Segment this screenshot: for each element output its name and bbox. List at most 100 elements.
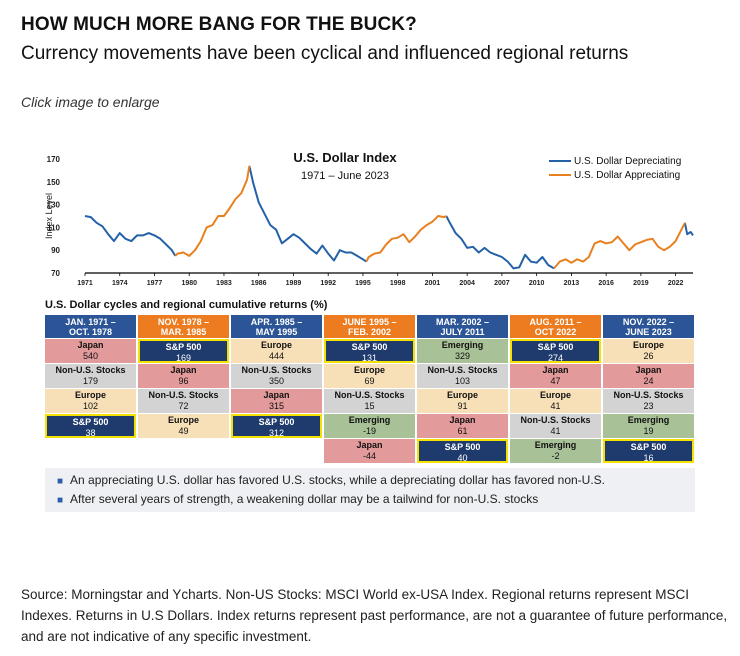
y-tick-label: 70 xyxy=(51,269,60,278)
cycle-column: MAR. 2002 – JULY 2011 Emerging 329 Non-U.S. … xyxy=(417,315,508,463)
return-value: 38 xyxy=(85,428,96,438)
takeaway-item: ■ An appreciating U.S. dollar has favored… xyxy=(57,473,605,487)
return-cell-non-us: Non-U.S. Stocks 41 xyxy=(510,414,601,438)
y-tick-label: 110 xyxy=(47,223,60,232)
return-value: 19 xyxy=(643,426,654,436)
return-cell-sp: S&P 500 169 xyxy=(138,339,229,363)
cycle-column: NOV. 1978 – MAR. 1985 S&P 500 169 Japan 96 Non… xyxy=(138,315,229,438)
legend-swatch-depreciating xyxy=(549,160,571,162)
x-tick-label: 1989 xyxy=(286,280,302,287)
x-tick-label: 1974 xyxy=(112,280,128,287)
depreciating-line xyxy=(84,215,177,257)
region-name: Europe xyxy=(74,390,106,400)
return-value: 41 xyxy=(550,401,561,411)
region-name: Japan xyxy=(635,365,662,375)
region-name: Non-U.S. Stocks xyxy=(427,365,498,375)
region-name: S&P 500 xyxy=(537,342,574,352)
region-name: Europe xyxy=(167,415,199,425)
depreciating-line xyxy=(445,215,555,270)
takeaway-text: An appreciating U.S. dollar has favored … xyxy=(70,473,605,487)
cycle-column: AUG. 2011 – OCT 2022 S&P 500 274 Japan 47 Euro… xyxy=(510,315,601,463)
return-value: 131 xyxy=(361,353,378,363)
region-name: Japan xyxy=(77,340,104,350)
period-start: MAR. 2002 – xyxy=(435,317,490,327)
y-tick-label: 170 xyxy=(47,155,61,164)
legend-label-depreciating: U.S. Dollar Depreciating xyxy=(574,155,682,167)
y-tick-label: 90 xyxy=(51,246,60,255)
return-cell-emerging: Emerging 329 xyxy=(417,339,508,363)
region-name: Emerging xyxy=(348,415,391,425)
x-tick-label: 1980 xyxy=(181,280,197,287)
depreciating-line xyxy=(248,165,367,263)
return-cell-emerging: Emerging 19 xyxy=(603,414,694,438)
cycle-period-header: NOV. 1978 – MAR. 1985 xyxy=(138,315,229,338)
return-cell-europe: Europe 49 xyxy=(138,414,229,438)
return-cell-sp: S&P 500 16 xyxy=(603,439,694,463)
depreciating-line xyxy=(683,222,694,236)
period-end: JUNE 2023 xyxy=(625,327,672,337)
period-start: NOV. 1978 – xyxy=(157,317,210,327)
region-name: Japan xyxy=(170,365,197,375)
region-name: Japan xyxy=(542,365,569,375)
y-tick-label: 130 xyxy=(47,201,61,210)
legend-item-depreciating: U.S. Dollar Depreciating xyxy=(549,154,681,168)
x-tick-label: 2022 xyxy=(668,280,684,287)
region-name: Non-U.S. Stocks xyxy=(241,365,312,375)
return-value: 540 xyxy=(82,351,99,361)
cycle-period-header: MAR. 2002 – JULY 2011 xyxy=(417,315,508,338)
return-value: 41 xyxy=(550,426,561,436)
return-cell-europe: Europe 444 xyxy=(231,339,322,363)
return-value: 26 xyxy=(643,351,654,361)
return-value: 350 xyxy=(268,376,285,386)
y-axis-label: Index Level xyxy=(44,193,54,239)
appreciating-line xyxy=(365,215,447,263)
page-title: HOW MUCH MORE BANG FOR THE BUCK? xyxy=(21,14,417,35)
return-value: 444 xyxy=(268,351,285,361)
region-name: Europe xyxy=(539,390,571,400)
return-value: 69 xyxy=(364,376,375,386)
return-cell-europe: Europe 69 xyxy=(324,364,415,388)
cycle-period-header: APR. 1985 – MAY 1995 xyxy=(231,315,322,338)
cycle-column: NOV. 2022 – JUNE 2023 Europe 26 Japan 24 Non-U… xyxy=(603,315,694,463)
takeaway-text: After several years of strength, a weake… xyxy=(70,492,539,506)
region-name: S&P 500 xyxy=(630,442,667,452)
region-name: Non-U.S. Stocks xyxy=(613,390,684,400)
return-value: -44 xyxy=(362,451,376,461)
return-cell-japan: Japan 24 xyxy=(603,364,694,388)
return-value: 47 xyxy=(550,376,561,386)
period-end: OCT. 1978 xyxy=(68,327,113,337)
return-cell-europe: Europe 41 xyxy=(510,389,601,413)
region-name: S&P 500 xyxy=(72,417,109,427)
return-value: 61 xyxy=(457,426,468,436)
return-value: 16 xyxy=(643,453,654,463)
x-tick-label: 1977 xyxy=(147,280,163,287)
region-name: Emerging xyxy=(627,415,670,425)
return-cell-non-us: Non-U.S. Stocks 72 xyxy=(138,389,229,413)
chart-subtitle: 1971 – June 2023 xyxy=(300,170,390,182)
return-cell-non-us: Non-U.S. Stocks 350 xyxy=(231,364,322,388)
return-cell-emerging: Emerging -2 xyxy=(510,439,601,463)
return-value: 179 xyxy=(82,376,99,386)
return-cell-japan: Japan 96 xyxy=(138,364,229,388)
region-name: Non-U.S. Stocks xyxy=(334,390,405,400)
return-cell-japan: Japan 47 xyxy=(510,364,601,388)
region-name: S&P 500 xyxy=(351,342,388,352)
cycle-column: JUNE 1995 – FEB. 2002 S&P 500 131 Europe 69 No… xyxy=(324,315,415,463)
x-tick-label: 2007 xyxy=(494,280,510,287)
bullet-icon: ■ xyxy=(57,476,64,487)
usd-index-chart[interactable]: 70 90 110 130 150 170 Index Level 1971 1974 1977 1… xyxy=(0,0,740,300)
appreciating-line xyxy=(174,165,251,257)
return-value: -19 xyxy=(362,426,376,436)
period-start: JUNE 1995 – xyxy=(342,317,397,327)
region-name: Japan xyxy=(356,440,383,450)
period-start: NOV. 2022 – xyxy=(622,317,675,327)
click-to-enlarge-hint[interactable]: Click image to enlarge xyxy=(21,94,160,110)
period-end: MAR. 1985 xyxy=(160,327,207,337)
x-tick-label: 2019 xyxy=(633,280,649,287)
chart-legend: U.S. Dollar Depreciating U.S. Dollar App… xyxy=(549,154,681,182)
return-value: -2 xyxy=(551,451,560,461)
cycle-column: JAN. 1971 – OCT. 1978 Japan 540 Non-U.S. Sto… xyxy=(45,315,136,438)
return-value: 49 xyxy=(178,426,189,436)
return-cell-japan: Japan -44 xyxy=(324,439,415,463)
region-name: Japan xyxy=(449,415,476,425)
